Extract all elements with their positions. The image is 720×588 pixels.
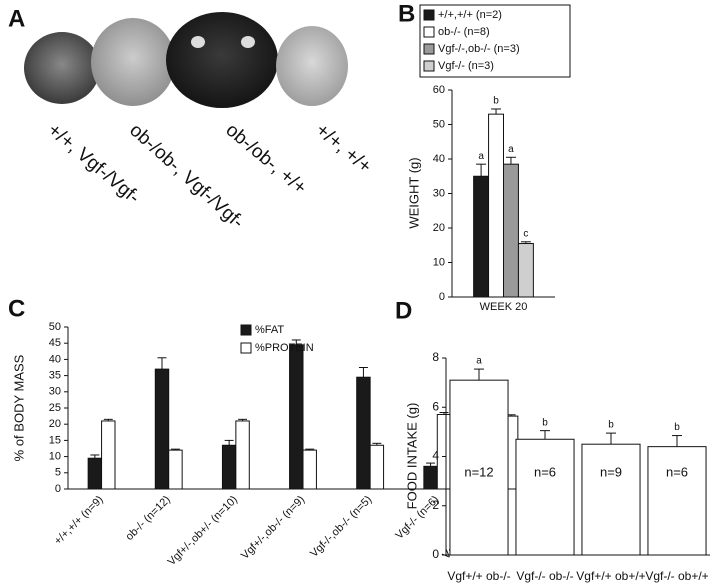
x-tick-label: Vgf+/+ ob-/- [447, 569, 510, 583]
n-label: n=6 [666, 464, 688, 479]
genotype-caption: +/+, +/+ [312, 120, 376, 178]
y-tick-label: 20 [433, 222, 445, 234]
legend-swatch [240, 324, 252, 336]
y-tick-label: 35 [49, 370, 61, 382]
x-tick-label: Vgf-/- ob+/+ [645, 569, 708, 583]
significance-label: a [508, 144, 514, 155]
legend-label: %FAT [255, 324, 284, 336]
x-tick-label: Vgf-/-,ob-/- (n=5) [308, 494, 374, 560]
y-tick-label: 50 [49, 321, 61, 333]
bar [154, 368, 170, 490]
legend-box [419, 4, 571, 78]
legend-label: %PROTEIN [255, 342, 314, 354]
x-tick-label: +/+,+/+ (n=9) [52, 494, 106, 548]
mouse-photos [24, 12, 348, 108]
y-axis-label: FOOD INTAKE (g) [404, 403, 419, 510]
bar [436, 413, 452, 490]
significance-label: b [493, 96, 499, 107]
y-tick-label: 6 [432, 399, 439, 413]
y-tick-label: 2 [432, 498, 439, 512]
y-tick-label: 25 [49, 402, 61, 414]
y-tick-label: 4 [432, 449, 439, 463]
bar [647, 446, 707, 556]
panel-label: C [8, 295, 25, 322]
y-tick-label: 8 [432, 350, 439, 364]
y-tick-label: 20 [49, 418, 61, 430]
bar [168, 449, 183, 490]
bar [488, 113, 505, 298]
panel-label: A [8, 5, 25, 32]
y-tick-label: 60 [433, 84, 445, 96]
bar [356, 376, 371, 490]
y-tick-label: 50 [433, 118, 445, 130]
significance-label: b [542, 417, 548, 428]
y-axis-label: WEIGHT (g) [406, 157, 421, 228]
bar [517, 243, 534, 298]
bar [581, 443, 641, 556]
x-tick-label: WEEK 20 [480, 301, 528, 313]
y-tick-label: 15 [49, 434, 61, 446]
bar [515, 438, 575, 556]
x-tick-label: Vgf+/+ ob+/+ [576, 569, 645, 583]
n-label: n=9 [600, 464, 622, 479]
bar [289, 344, 304, 490]
legend-label: Vgf-/-,ob-/- (n=3) [438, 43, 520, 55]
bar [503, 163, 519, 298]
y-tick-label: 30 [433, 187, 445, 199]
y-tick-label: 45 [49, 337, 61, 349]
bar [369, 444, 385, 490]
legend-label: ob-/- (n=8) [438, 26, 490, 38]
bar [235, 420, 250, 490]
legend-label: Vgf-/- (n=3) [438, 60, 494, 72]
bar [473, 175, 490, 298]
legend-swatch [423, 26, 435, 38]
legend-swatch [423, 9, 435, 21]
genotype-caption: ob-/ob-, +/+ [222, 120, 311, 199]
significance-label: b [608, 420, 614, 431]
significance-label: a [476, 356, 482, 367]
bar [101, 420, 116, 490]
significance-label: a [478, 151, 484, 162]
legend-swatch [423, 60, 435, 72]
x-tick-label: Vgf+/-,ob+/- (n=10) [166, 494, 240, 568]
x-tick-label: Vgf-/- ob-/- [516, 569, 573, 583]
y-tick-label: 10 [49, 451, 61, 463]
x-tick-label: Vgf+/-,ob-/- (n=9) [239, 494, 307, 562]
panel-label: D [395, 297, 412, 324]
bar [87, 457, 103, 490]
bar [221, 444, 237, 490]
significance-label: c [523, 228, 528, 239]
y-tick-label: 0 [432, 547, 439, 561]
y-tick-label: 5 [55, 467, 61, 479]
y-tick-label: 40 [433, 153, 445, 165]
y-tick-label: 40 [49, 353, 61, 365]
x-tick-label: ob-/- (n=12) [124, 494, 173, 543]
y-tick-label: 0 [439, 291, 445, 303]
significance-label: b [674, 422, 680, 433]
panel-label: B [398, 0, 415, 27]
legend-label: +/+,+/+ (n=2) [438, 9, 502, 21]
legend-swatch [423, 43, 435, 55]
bar [449, 379, 509, 556]
y-tick-label: 10 [433, 256, 445, 268]
y-tick-label: 0 [55, 483, 61, 495]
y-axis-label: % of BODY MASS [11, 354, 26, 461]
n-label: n=12 [464, 464, 493, 479]
bar [302, 449, 317, 490]
n-label: n=6 [534, 464, 556, 479]
y-tick-label: 30 [49, 386, 61, 398]
legend-swatch [240, 342, 252, 354]
bar [423, 465, 438, 490]
